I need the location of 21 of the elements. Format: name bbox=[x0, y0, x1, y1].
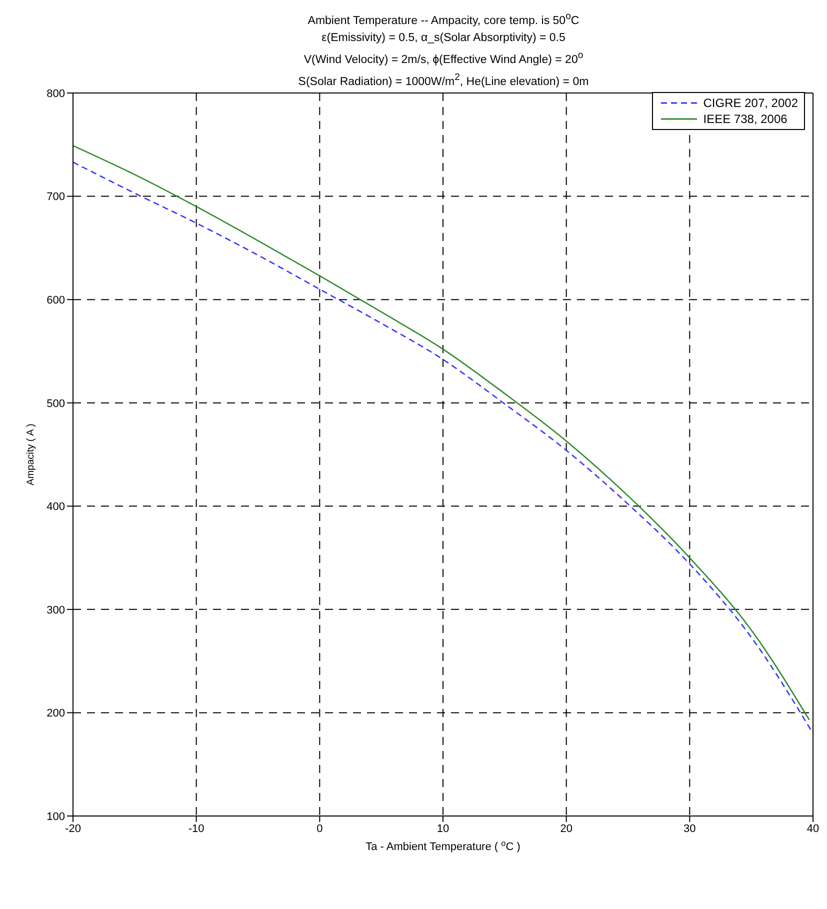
y-tick-label: 800 bbox=[46, 88, 65, 100]
y-tick-label: 700 bbox=[46, 192, 65, 204]
x-axis-title: Ta - Ambient Temperature ( $^{o}$C ) bbox=[366, 838, 520, 854]
text: ε(Emissivity) = 0.5, α_s(Solar Absorptivity) = 0.5 V(Wind Velocity) = 2m/s, ϕ(Effective Wind Angle) = 20$^{o}$ S(Solar Radiation) = 1000W/m$^{2}$, He(Line elevation) = 0m bbox=[298, 32, 589, 88]
x-tick-label: 0 bbox=[316, 823, 323, 836]
y-tick-label: 200 bbox=[46, 708, 65, 720]
y-tick-label: 500 bbox=[46, 398, 65, 410]
legend-label: CIGRE 207, 2002 bbox=[703, 95, 798, 112]
y-tick-label: 300 bbox=[46, 604, 65, 617]
y-axis-title: Ampacity ( A ) bbox=[26, 424, 37, 486]
x-tick-label: 30 bbox=[684, 823, 696, 836]
legend-label: IEEE 738, 2006 bbox=[703, 111, 788, 128]
x-tick-label: 40 bbox=[806, 823, 820, 836]
y-tick-label: 400 bbox=[46, 502, 65, 514]
x-tick-label: 10 bbox=[436, 823, 450, 836]
chart-title: Ambient Temperature -- Ampacity, core temp. is 50$^{o}$C bbox=[306, 10, 580, 29]
x-tick-label: -10 bbox=[188, 823, 204, 836]
x-tick-label: 20 bbox=[560, 823, 572, 836]
y-tick-label: 100 bbox=[46, 811, 65, 824]
y-tick-label: 600 bbox=[46, 294, 65, 307]
x-tick-label: -20 bbox=[65, 823, 81, 836]
